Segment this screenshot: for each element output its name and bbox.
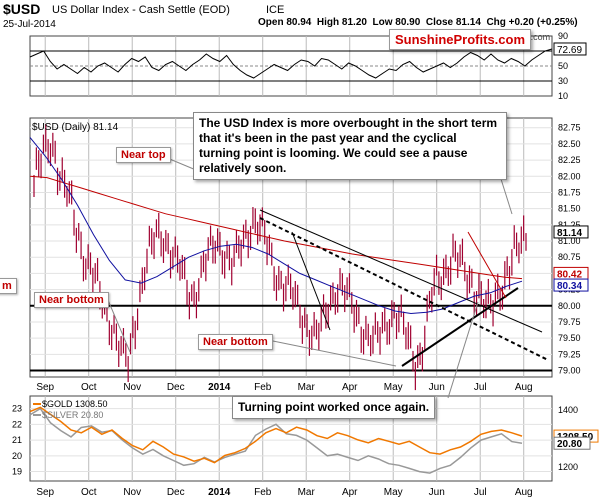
x-label-main: Jun xyxy=(429,382,445,393)
pointer-near-bottom-mid xyxy=(267,339,397,367)
main-tick-label: 81.75 xyxy=(558,187,581,197)
x-label-main: 2014 xyxy=(208,382,231,393)
main-tick-label: 81.00 xyxy=(558,236,581,246)
x-label-main: Oct xyxy=(81,382,97,393)
main-tick-label: 79.00 xyxy=(558,366,581,376)
pointer-turning-point xyxy=(447,301,479,399)
silver-tick-label: 22 xyxy=(12,419,22,429)
x-label-bottom: Sep xyxy=(36,487,54,498)
x-label-main: Apr xyxy=(342,382,358,393)
x-label-bottom: May xyxy=(384,487,403,498)
x-label-bottom: Mar xyxy=(298,487,316,498)
main-tick-label: 81.50 xyxy=(558,204,581,214)
ma-red-line xyxy=(29,175,523,280)
x-label-main: Dec xyxy=(167,382,185,393)
rsi-last-box xyxy=(553,42,587,56)
trendline-mar xyxy=(291,231,331,331)
rsi-tick-label: 30 xyxy=(558,76,568,86)
x-label-bottom: 2014 xyxy=(208,487,231,498)
rsi-tick-label: 90 xyxy=(558,31,568,41)
gold-legend: $GOLD 1308.50 xyxy=(42,399,108,409)
near-bottom-label-left: Near bottom xyxy=(34,292,109,308)
x-label-main: Aug xyxy=(515,382,533,393)
ma-red-label: 80.42 xyxy=(557,269,582,280)
x-label-bottom: Nov xyxy=(123,487,141,498)
near-bottom-label-mid: Near bottom xyxy=(198,334,273,350)
rsi-tick-label: 50 xyxy=(558,61,568,71)
silver-legend: $SILVER 20.80 xyxy=(42,410,103,420)
near-top-label: Near top xyxy=(116,147,171,163)
main-tick-label: 79.25 xyxy=(558,349,581,359)
x-label-main: Feb xyxy=(254,382,272,393)
x-label-bottom: Jul xyxy=(474,487,487,498)
main-last-label-box xyxy=(553,225,589,239)
pointer-near-bottom xyxy=(107,299,131,353)
silver-last-label: 20.80 xyxy=(557,439,582,450)
x-label-main: Jul xyxy=(474,382,487,393)
main-tick-label: 82.50 xyxy=(558,139,581,149)
silver-tick-label: 20 xyxy=(12,451,22,461)
label-layer: Sep Sep Oct Oct Nov Nov Dec Dec 2014 2014 Feb Feb Ma… xyxy=(12,31,599,498)
main-tick-label: 79.50 xyxy=(558,333,581,343)
main-tick-label: 82.00 xyxy=(558,171,581,181)
rsi-tick-label: 10 xyxy=(558,91,568,101)
main-tick-label: 81.25 xyxy=(558,220,581,230)
chart-exchange: ICE xyxy=(266,4,285,16)
main-tick-label: 82.75 xyxy=(558,123,581,133)
main-title: $USD (Daily) 81.14 xyxy=(32,122,119,133)
chart-symbol: $USD xyxy=(3,1,41,17)
x-label-bottom: Jun xyxy=(429,487,445,498)
red-reversal-line xyxy=(467,231,507,299)
main-tick-label: 80.00 xyxy=(558,301,581,311)
main-tick-label: 79.75 xyxy=(558,317,581,327)
x-label-bottom: Aug xyxy=(515,487,533,498)
chart-name: US Dollar Index - Cash Settle (EOD) xyxy=(52,4,230,16)
silver-tick-label: 23 xyxy=(12,404,22,414)
rsi-last-label: 72.69 xyxy=(557,45,582,56)
main-tick-label: 80.75 xyxy=(558,252,581,262)
left-edge-label: m xyxy=(0,278,17,294)
gold-tick-label: 1200 xyxy=(558,462,578,472)
turning-point-callout: Turning point worked once again. xyxy=(232,396,436,419)
ma-blue-label: 80.34 xyxy=(557,281,582,292)
brand-label: SunshineProfits.com xyxy=(389,29,532,50)
silver-last-box xyxy=(553,436,591,450)
x-label-main: Sep xyxy=(36,382,54,393)
main-last-label: 81.14 xyxy=(557,228,582,239)
x-label-bottom: Oct xyxy=(81,487,97,498)
x-label-main: May xyxy=(384,382,403,393)
data-layer xyxy=(29,48,553,474)
x-label-bottom: Feb xyxy=(254,487,272,498)
x-label-bottom: Dec xyxy=(167,487,185,498)
trendline-rising xyxy=(401,287,519,367)
rsi-line xyxy=(29,48,553,79)
trendline-dashed xyxy=(259,217,549,361)
chart-ohlc: Open 80.94 High 81.20 Low 80.90 Close 81… xyxy=(258,17,578,28)
gold-line xyxy=(29,406,523,464)
ma-blue-label-box xyxy=(553,278,589,292)
ma-blue-line xyxy=(29,137,523,315)
silver-tick-label: 19 xyxy=(12,467,22,477)
main-tick-label: 82.25 xyxy=(558,155,581,165)
trendline-upper xyxy=(259,209,543,333)
x-label-main: Mar xyxy=(298,382,316,393)
chart-date: 25-Jul-2014 xyxy=(3,19,56,30)
x-label-bottom: Apr xyxy=(342,487,358,498)
gold-tick-label: 1400 xyxy=(558,405,578,415)
main-callout: The USD Index is more overbought in the … xyxy=(193,112,507,180)
silver-tick-label: 21 xyxy=(12,435,22,445)
x-label-main: Nov xyxy=(123,382,141,393)
